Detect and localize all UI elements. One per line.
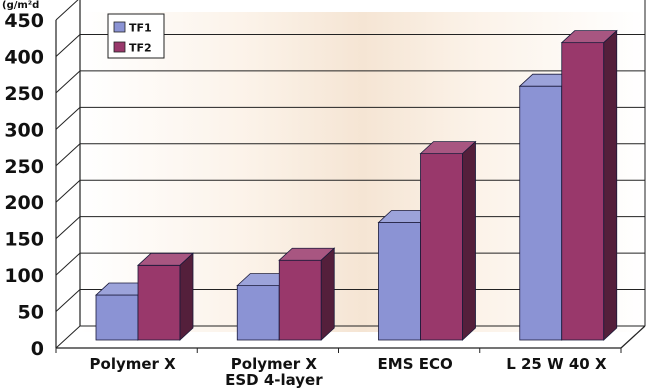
x-category-label: L 25 W 40 X — [506, 355, 607, 373]
y-tick-label: 200 — [4, 192, 44, 214]
legend-label: TF1 — [129, 22, 152, 35]
bar-front — [420, 153, 463, 341]
bar-front — [278, 259, 322, 341]
grid-diag — [55, 0, 79, 21]
bar-front — [561, 42, 605, 341]
grid-diag — [55, 289, 81, 312]
y-tick-label: 50 — [18, 302, 44, 324]
grid-diag — [55, 34, 81, 57]
bar-side — [179, 252, 194, 341]
legend-swatch — [113, 21, 126, 33]
grid-diag — [55, 325, 81, 349]
y-tick-label: 300 — [4, 119, 44, 141]
grid-diag — [55, 252, 81, 276]
grid-diag — [55, 70, 81, 94]
x-category-label: EMS ECO — [378, 355, 453, 373]
y-tick-labels: 0 50 100 150 200 250 300 250 400 450 — [4, 10, 44, 360]
legend-label: TF2 — [129, 42, 152, 55]
y-tick-label: 100 — [4, 265, 44, 287]
bar-front — [236, 285, 280, 341]
x-category-label: ESD 4-layer — [225, 371, 323, 389]
bar — [136, 252, 195, 341]
bar-front — [137, 264, 181, 341]
y-tick-label: 150 — [4, 229, 44, 251]
y-tick-label: 250 — [4, 156, 44, 178]
floor-right-edge — [620, 325, 646, 349]
y-tick-label: 400 — [4, 46, 44, 68]
legend-swatch — [113, 41, 126, 53]
grid-diag — [55, 143, 81, 167]
y-tick-label: 450 — [4, 10, 44, 32]
bar-side — [320, 247, 335, 341]
grid-diag — [55, 106, 81, 130]
axes — [55, 0, 646, 353]
bar-front — [95, 294, 139, 341]
bar-side — [462, 140, 476, 341]
grid-diag — [55, 179, 81, 203]
bar — [419, 140, 477, 341]
bar-front — [519, 85, 563, 341]
y-axis-label: (g/m²d — [2, 0, 39, 11]
y-tick-label: 0 — [31, 338, 44, 360]
y-tick-label: 250 — [4, 83, 44, 105]
bar — [278, 247, 336, 341]
bar-side — [603, 29, 618, 341]
bars — [94, 29, 618, 341]
x-category-label: Polymer X — [90, 355, 177, 373]
legend: TF1 TF2 — [107, 13, 165, 59]
bar — [560, 29, 618, 341]
grid-diag — [55, 216, 81, 240]
bar-front — [378, 222, 421, 341]
x-category-label: Polymer X — [231, 355, 318, 373]
